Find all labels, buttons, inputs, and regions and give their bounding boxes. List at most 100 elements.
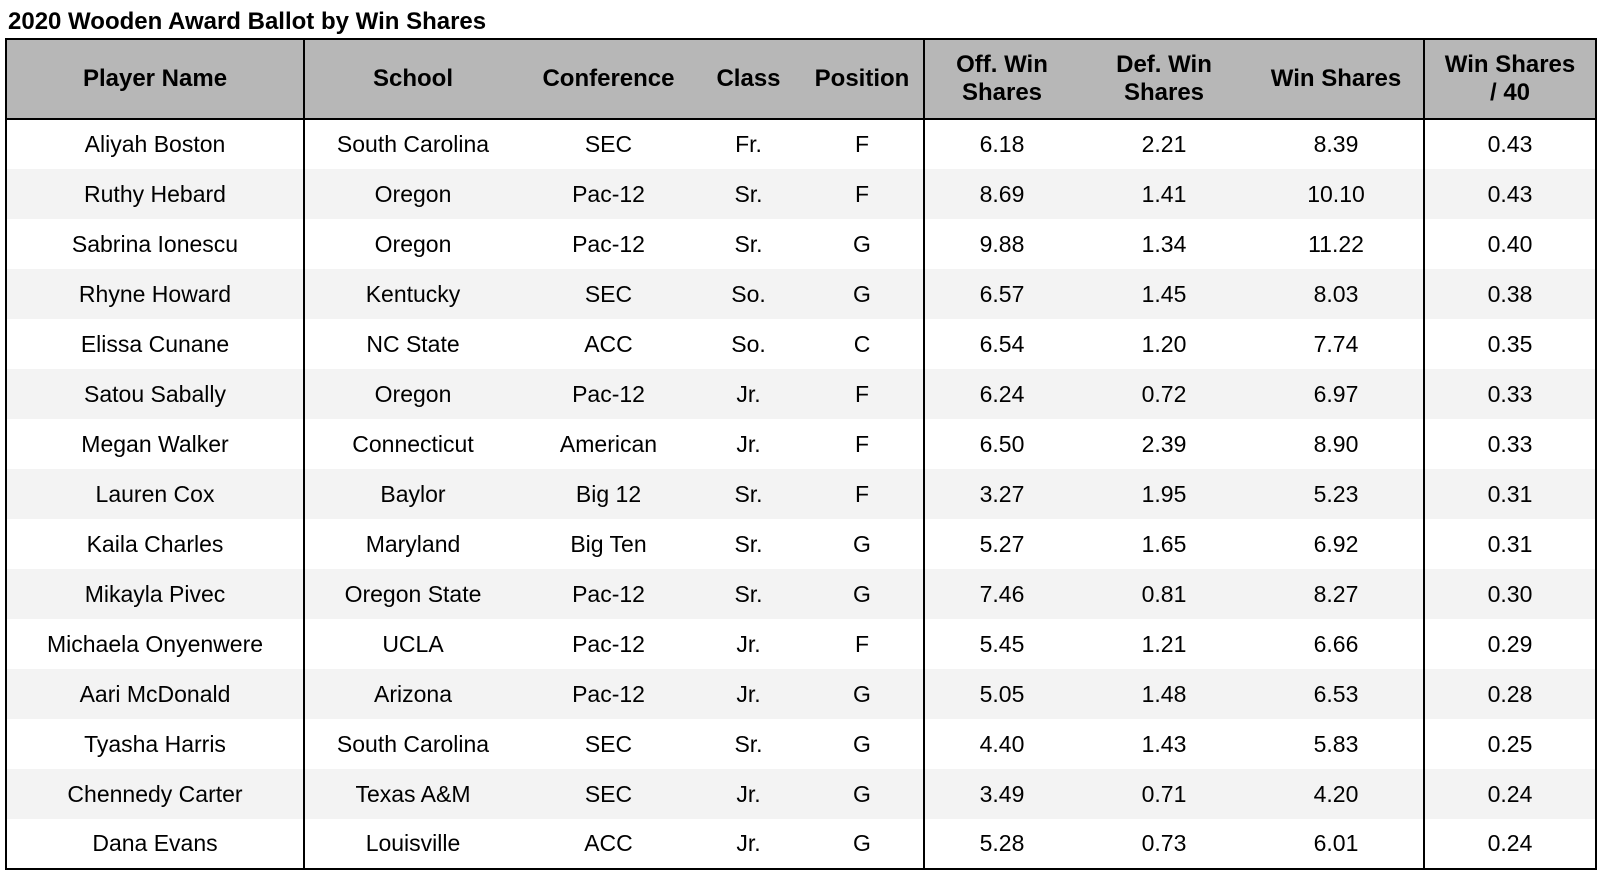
table-cell-0: Elissa Cunane — [6, 319, 304, 369]
table-cell-0: Aliyah Boston — [6, 119, 304, 169]
table-cell-8: 0.24 — [1423, 769, 1596, 819]
table-cell-0: Aari McDonald — [6, 669, 304, 719]
table-cell-3: Sr. — [696, 219, 801, 269]
table-cell-7: 11.22 — [1249, 219, 1424, 269]
table-cell-3: Sr. — [696, 719, 801, 769]
table-cell-4: F — [801, 169, 924, 219]
table-cell-2: SEC — [521, 719, 696, 769]
table-cell-8: 0.28 — [1423, 669, 1596, 719]
table-cell-4: F — [801, 119, 924, 169]
table-cell-1: South Carolina — [303, 119, 521, 169]
table-cell-7: 6.01 — [1249, 819, 1424, 869]
table-cell-0: Tyasha Harris — [6, 719, 304, 769]
table-cell-0: Kaila Charles — [6, 519, 304, 569]
table-cell-1: South Carolina — [303, 719, 521, 769]
table-cell-2: Pac-12 — [521, 219, 696, 269]
table-cell-3: So. — [696, 269, 801, 319]
table-cell-2: Big Ten — [521, 519, 696, 569]
table-cell-2: SEC — [521, 119, 696, 169]
table-cell-3: Jr. — [696, 369, 801, 419]
table-cell-2: American — [521, 419, 696, 469]
column-header-5: Off. Win Shares — [923, 39, 1079, 120]
table-cell-6: 1.21 — [1079, 619, 1249, 669]
table-cell-8: 0.38 — [1423, 269, 1596, 319]
table-header-row: Player Name School Conference Class Position… — [6, 39, 1596, 120]
table-cell-3: Sr. — [696, 569, 801, 619]
table-cell-5: 6.50 — [923, 419, 1079, 469]
column-header-6: Def. Win Shares — [1079, 39, 1249, 120]
table-cell-6: 0.72 — [1079, 369, 1249, 419]
table-cell-1: UCLA — [303, 619, 521, 669]
table-cell-6: 0.71 — [1079, 769, 1249, 819]
table-cell-8: 0.31 — [1423, 469, 1596, 519]
table-cell-8: 0.24 — [1423, 819, 1596, 869]
table-row: Mikayla Pivec Oregon State Pac-12 Sr. G 7.46 0… — [6, 569, 1596, 619]
table-cell-5: 5.28 — [923, 819, 1079, 869]
table-cell-6: 2.21 — [1079, 119, 1249, 169]
table-cell-4: F — [801, 369, 924, 419]
table-cell-7: 4.20 — [1249, 769, 1424, 819]
page-title: 2020 Wooden Award Ballot by Win Shares — [8, 8, 487, 35]
table-cell-1: Oregon — [303, 169, 521, 219]
table-cell-0: Megan Walker — [6, 419, 304, 469]
table-body: Aliyah Boston South Carolina SEC Fr. F 6.18 2.… — [6, 119, 1596, 869]
table-cell-1: Louisville — [303, 819, 521, 869]
table-cell-4: F — [801, 419, 924, 469]
table-cell-2: Big 12 — [521, 469, 696, 519]
table-header: Player Name School Conference Class Position… — [6, 39, 1596, 120]
table-cell-0: Mikayla Pivec — [6, 569, 304, 619]
table-cell-6: 2.39 — [1079, 419, 1249, 469]
table-cell-3: Jr. — [696, 619, 801, 669]
table-cell-5: 9.88 — [923, 219, 1079, 269]
column-header-3: Class — [696, 39, 801, 120]
table-cell-6: 1.34 — [1079, 219, 1249, 269]
table-cell-0: Michaela Onyenwere — [6, 619, 304, 669]
table-cell-3: Jr. — [696, 669, 801, 719]
table-cell-2: Pac-12 — [521, 569, 696, 619]
table-cell-8: 0.29 — [1423, 619, 1596, 669]
table-cell-4: G — [801, 219, 924, 269]
table-cell-8: 0.25 — [1423, 719, 1596, 769]
table-cell-6: 1.20 — [1079, 319, 1249, 369]
table-cell-2: Pac-12 — [521, 619, 696, 669]
table-cell-7: 8.39 — [1249, 119, 1424, 169]
table-row: Elissa Cunane NC State ACC So. C 6.54 1.20 7.74… — [6, 319, 1596, 369]
table-cell-2: ACC — [521, 819, 696, 869]
table-cell-5: 5.27 — [923, 519, 1079, 569]
table-cell-4: G — [801, 669, 924, 719]
table-cell-3: Sr. — [696, 519, 801, 569]
table-cell-7: 6.92 — [1249, 519, 1424, 569]
table-cell-8: 0.33 — [1423, 419, 1596, 469]
table-cell-8: 0.40 — [1423, 219, 1596, 269]
table-cell-1: Connecticut — [303, 419, 521, 469]
table-row: Sabrina Ionescu Oregon Pac-12 Sr. G 9.88 1.34 1… — [6, 219, 1596, 269]
table-cell-2: Pac-12 — [521, 169, 696, 219]
table-cell-3: Jr. — [696, 769, 801, 819]
table-cell-3: Jr. — [696, 419, 801, 469]
table-cell-4: F — [801, 619, 924, 669]
table-cell-1: Texas A&M — [303, 769, 521, 819]
table-cell-6: 1.48 — [1079, 669, 1249, 719]
table-row: Satou Sabally Oregon Pac-12 Jr. F 6.24 0.72 6.9… — [6, 369, 1596, 419]
table-cell-1: Arizona — [303, 669, 521, 719]
table-cell-6: 1.45 — [1079, 269, 1249, 319]
table-row: Megan Walker Connecticut American Jr. F 6.50 2… — [6, 419, 1596, 469]
table-cell-8: 0.43 — [1423, 169, 1596, 219]
table-cell-1: Baylor — [303, 469, 521, 519]
table-cell-8: 0.33 — [1423, 369, 1596, 419]
table-cell-1: Oregon — [303, 219, 521, 269]
column-header-1: School — [303, 39, 521, 120]
table-cell-0: Lauren Cox — [6, 469, 304, 519]
table-cell-5: 4.40 — [923, 719, 1079, 769]
table-cell-4: G — [801, 819, 924, 869]
table-cell-1: Maryland — [303, 519, 521, 569]
table-cell-7: 5.83 — [1249, 719, 1424, 769]
table-cell-4: G — [801, 519, 924, 569]
table-cell-7: 5.23 — [1249, 469, 1424, 519]
table-cell-1: NC State — [303, 319, 521, 369]
table-cell-3: Fr. — [696, 119, 801, 169]
table-cell-0: Satou Sabally — [6, 369, 304, 419]
table-row: Lauren Cox Baylor Big 12 Sr. F 3.27 1.95 5.23 0.… — [6, 469, 1596, 519]
table-cell-5: 8.69 — [923, 169, 1079, 219]
